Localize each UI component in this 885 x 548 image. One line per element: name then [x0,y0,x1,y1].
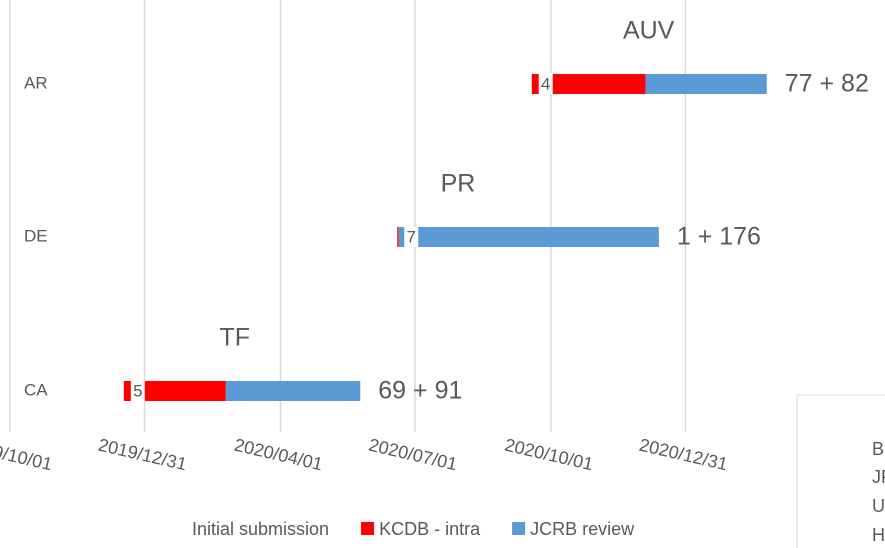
bar-segment [645,74,767,94]
side-item: H [872,525,885,545]
bar-title: PR [441,170,476,198]
start-label: 5 [133,381,142,400]
legend-swatch [361,522,375,535]
start-label-bg [130,381,145,401]
bar-segment [123,381,226,401]
x-tick-label: 2020/07/01 [367,435,459,475]
bar-title: AUV [623,17,675,45]
legend-label: JCRB review [530,519,635,539]
x-tick-label: 2019/10/01 [0,435,54,475]
start-bar [10,74,532,94]
total-label: 1 + 176 [677,223,761,251]
start-label-bg [538,74,553,94]
start-label: 7 [407,227,416,246]
side-item: U [872,496,885,516]
bar-segment [397,227,399,247]
total-label: 69 + 91 [378,377,462,405]
bar-segment [225,381,361,401]
y-tick-label: AR [24,73,48,92]
side-item: B [872,439,884,459]
x-tick-label: 2019/12/31 [96,435,188,475]
side-item: JP [872,467,885,487]
start-label: 4 [541,74,550,93]
y-tick-label: DE [24,226,48,245]
x-tick-label: 2020/10/01 [503,435,595,475]
bar-title: TF [220,324,251,352]
side-panel [796,394,885,548]
start-bar [10,227,397,247]
start-label-bg [404,227,419,247]
legend-label: KCDB - intra [379,519,481,539]
bar-segment [398,227,659,247]
bar-segment [531,74,646,94]
y-tick-label: CA [24,380,48,399]
x-tick-label: 2020/04/01 [232,435,324,475]
total-label: 77 + 82 [785,70,869,98]
legend-label: Initial submission [192,519,329,539]
x-tick-label: 2020/12/31 [637,435,729,475]
legend-swatch [512,522,526,535]
